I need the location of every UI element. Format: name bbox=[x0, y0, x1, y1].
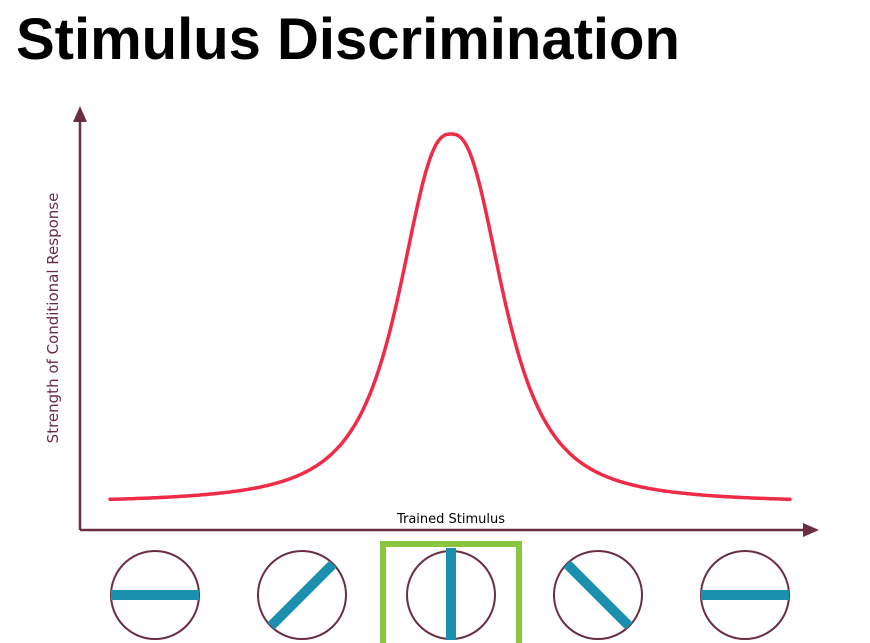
x-axis-label: Trained Stimulus bbox=[396, 512, 505, 527]
stimuli-row bbox=[110, 541, 790, 643]
stimulus-bar bbox=[563, 560, 633, 630]
y-axis-label: Strength of Conditional Response bbox=[44, 193, 62, 444]
trained-stimulus-highlight bbox=[380, 541, 522, 643]
vertical-trained-stimulus bbox=[380, 541, 522, 643]
y-axis-arrow bbox=[73, 106, 87, 122]
x-axis-arrow bbox=[803, 523, 819, 537]
response-curve bbox=[108, 132, 792, 502]
horizontal-stimulus-left bbox=[110, 550, 200, 640]
page-title: Stimulus Discrimination bbox=[16, 7, 680, 72]
diagonal-right-stimulus bbox=[257, 550, 347, 640]
diagonal-left-stimulus bbox=[553, 550, 643, 640]
stimulus-bar bbox=[267, 560, 337, 630]
horizontal-stimulus-right bbox=[700, 550, 790, 640]
